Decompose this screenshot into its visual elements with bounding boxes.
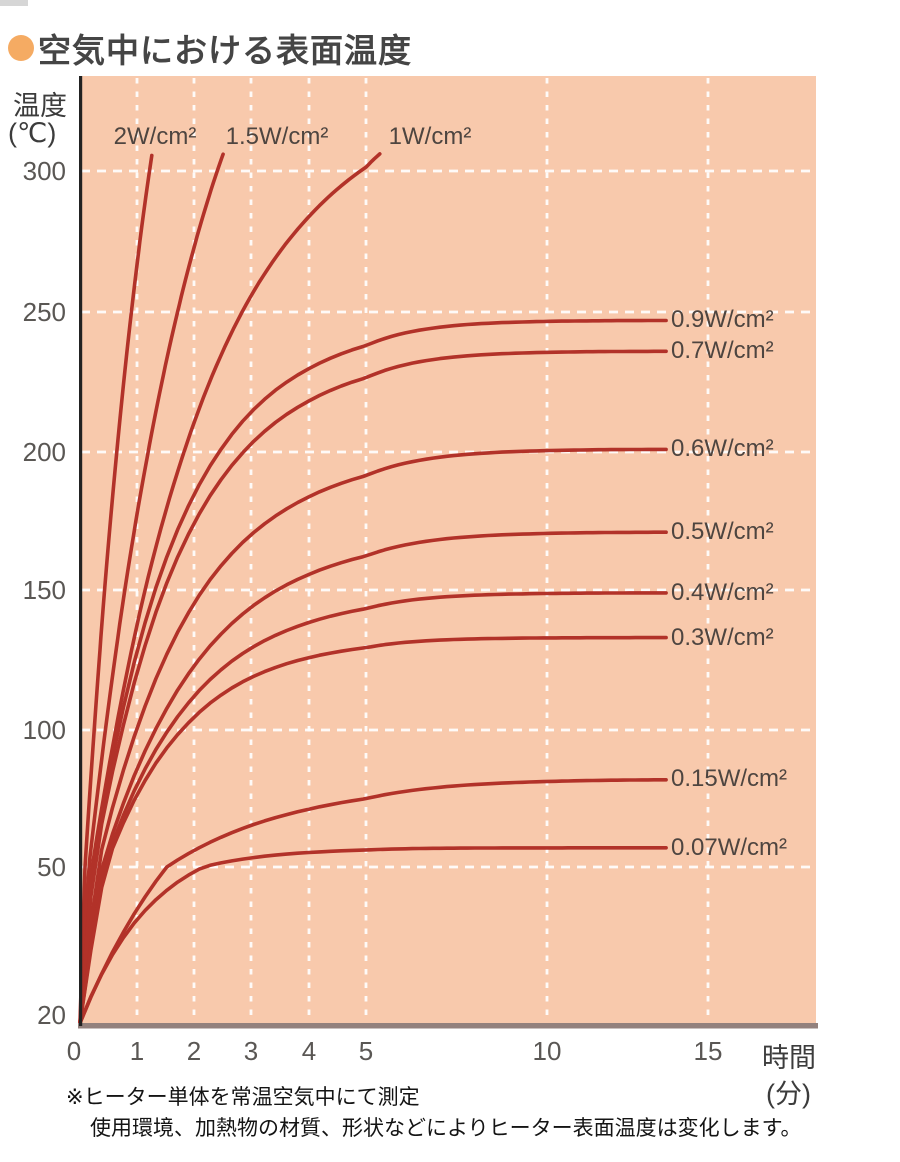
series-label-w2: 2W/cm² bbox=[113, 123, 197, 150]
series-label-w1: 1W/cm² bbox=[388, 123, 472, 150]
curve-w0_5 bbox=[78, 530, 668, 1025]
plot-area bbox=[81, 76, 816, 1023]
x-tick-2: 2 bbox=[186, 1036, 202, 1066]
curve-w0_9 bbox=[78, 318, 668, 1025]
series-label-w0_3: 0.3W/cm² bbox=[671, 623, 774, 651]
curve-w0_3 bbox=[78, 635, 668, 1025]
y-axis-line bbox=[79, 76, 83, 1026]
curve-w0_6 bbox=[78, 447, 668, 1025]
x-tick-1: 1 bbox=[129, 1036, 145, 1066]
x-axis-line bbox=[78, 1023, 818, 1029]
y-tick-250: 250 bbox=[22, 297, 66, 327]
x-tick-10: 10 bbox=[532, 1036, 562, 1066]
page-edge-artifact bbox=[0, 0, 28, 6]
y-tick-200: 200 bbox=[22, 437, 66, 467]
y-tick-50: 50 bbox=[37, 852, 66, 882]
series-label-w0_6: 0.6W/cm² bbox=[671, 435, 774, 463]
chart-header: 空気中における表面温度 bbox=[8, 24, 412, 72]
curve-w2 bbox=[78, 153, 154, 1025]
y-tick-150: 150 bbox=[22, 575, 66, 605]
series-label-w0_5: 0.5W/cm² bbox=[671, 518, 774, 546]
y-tick-300: 300 bbox=[22, 156, 66, 186]
y-tick-100: 100 bbox=[22, 715, 66, 745]
title-bullet-icon bbox=[8, 35, 34, 61]
curve-w0_4 bbox=[78, 591, 668, 1025]
series-label-w0_7: 0.7W/cm² bbox=[671, 337, 774, 365]
series-label-w0_15: 0.15W/cm² bbox=[671, 765, 788, 793]
curve-w0_15 bbox=[78, 778, 668, 1025]
x-tick-4: 4 bbox=[301, 1036, 317, 1066]
footnote-line-1: ※ヒーター単体を常温空気中にて測定 bbox=[66, 1086, 420, 1109]
x-axis-title: 時間 bbox=[762, 1043, 816, 1073]
page-title: 空気中における表面温度 bbox=[38, 32, 412, 69]
series-label-w0_4: 0.4W/cm² bbox=[671, 578, 774, 606]
footnote-line-2: 使用環境、加熱物の材質、形状などによりヒーター表面温度は変化します。 bbox=[90, 1117, 802, 1140]
y-axis-unit: (℃) bbox=[8, 118, 57, 148]
x-axis-unit: (分) bbox=[766, 1079, 811, 1109]
y-axis-title: 温度 bbox=[13, 91, 67, 121]
x-tick-15: 15 bbox=[693, 1036, 723, 1066]
series-label-w0_07: 0.07W/cm² bbox=[671, 833, 788, 861]
series-label-w1_5: 1.5W/cm² bbox=[225, 123, 329, 150]
x-tick-5: 5 bbox=[358, 1036, 374, 1066]
curve-w1 bbox=[78, 152, 382, 1025]
x-tick-3: 3 bbox=[243, 1036, 259, 1066]
series-label-w0_9: 0.9W/cm² bbox=[671, 306, 774, 334]
y-tick-20: 20 bbox=[37, 1000, 66, 1030]
x-tick-0: 0 bbox=[66, 1036, 82, 1066]
curve-w0_7 bbox=[78, 349, 668, 1025]
curve-w0_07 bbox=[78, 846, 668, 1025]
curve-w1_5 bbox=[78, 152, 225, 1025]
